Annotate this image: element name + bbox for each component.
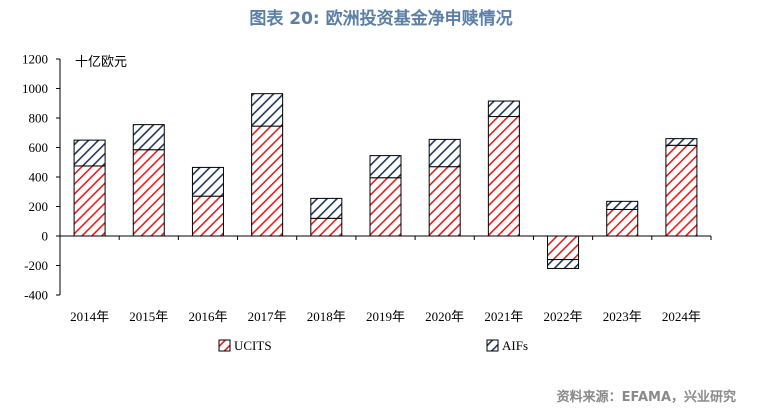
x-tick-label: 2023年 bbox=[603, 309, 642, 324]
x-tick-label: 2021年 bbox=[484, 309, 523, 324]
x-tick-label: 2020年 bbox=[425, 309, 464, 324]
bar-ucits-2023年 bbox=[606, 208, 639, 237]
bar-aifs-2019年 bbox=[369, 155, 402, 179]
legend-label-aifs: AIFs bbox=[502, 338, 528, 353]
bar-ucits-2020年 bbox=[428, 166, 461, 237]
bar-aifs-2016年 bbox=[191, 166, 224, 197]
x-tick-label: 2017年 bbox=[248, 309, 287, 324]
bar-ucits-2024年 bbox=[665, 144, 698, 237]
bar-ucits-2022年 bbox=[547, 235, 580, 261]
bar-ucits-2021年 bbox=[487, 116, 520, 237]
y-tick-label: 600 bbox=[29, 140, 49, 155]
bar-ucits-2018年 bbox=[310, 217, 343, 237]
legend-label-ucits: UCITS bbox=[234, 338, 272, 353]
y-tick-label: -200 bbox=[24, 258, 48, 273]
bar-aifs-2018年 bbox=[310, 197, 343, 219]
y-unit-label: 十亿欧元 bbox=[75, 55, 127, 70]
legend-swatch-aifs bbox=[486, 339, 499, 352]
y-tick-label: 1200 bbox=[22, 52, 48, 67]
x-tick-label: 2019年 bbox=[366, 309, 405, 324]
bar-ucits-2014年 bbox=[73, 165, 106, 237]
bar-ucits-2015年 bbox=[132, 149, 165, 237]
x-tick-label: 2015年 bbox=[129, 309, 168, 324]
bar-aifs-2024年 bbox=[665, 138, 698, 146]
bar-aifs-2014年 bbox=[73, 139, 106, 167]
bar-aifs-2015年 bbox=[132, 124, 165, 151]
x-tick-label: 2024年 bbox=[662, 309, 701, 324]
source-note: 资料来源：EFAMA，兴业研究 bbox=[556, 390, 736, 405]
y-tick-label: 0 bbox=[42, 229, 49, 244]
bar-aifs-2021年 bbox=[487, 100, 520, 118]
y-tick-label: 800 bbox=[29, 111, 49, 126]
bar-ucits-2019年 bbox=[369, 177, 402, 237]
y-tick-label: 200 bbox=[29, 199, 49, 214]
x-tick-label: 2022年 bbox=[544, 309, 583, 324]
bar-aifs-2023年 bbox=[606, 200, 639, 210]
y-tick-label: 1000 bbox=[22, 81, 48, 96]
bar-aifs-2017年 bbox=[251, 93, 284, 127]
bar-aifs-2022年 bbox=[547, 259, 580, 269]
bar-aifs-2020年 bbox=[428, 138, 461, 168]
x-tick-label: 2014年 bbox=[70, 309, 109, 324]
legend-swatch-ucits bbox=[218, 339, 231, 352]
x-tick-label: 2016年 bbox=[188, 309, 227, 324]
y-tick-label: -400 bbox=[24, 288, 48, 303]
bar-ucits-2016年 bbox=[191, 195, 224, 237]
chart-title: 图表 20: 欧洲投资基金净申赎情况 bbox=[249, 9, 513, 29]
bar-ucits-2017年 bbox=[251, 125, 284, 237]
y-tick-label: 400 bbox=[29, 170, 49, 185]
x-tick-label: 2018年 bbox=[307, 309, 346, 324]
